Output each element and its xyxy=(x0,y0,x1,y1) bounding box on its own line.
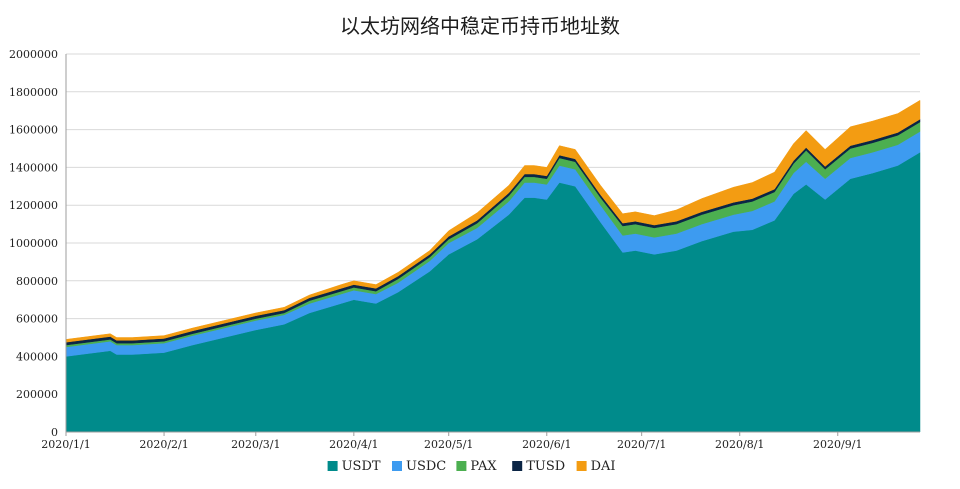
x-tick-label: 2020/6/1 xyxy=(522,438,571,451)
legend-swatch-tusd xyxy=(512,461,523,471)
x-tick-label: 2020/4/1 xyxy=(329,438,378,451)
axes: 0 200000 400000 600000 800000 1000000 1200000 1… xyxy=(9,48,920,451)
x-tick-label: 2020/5/1 xyxy=(424,438,473,451)
y-tick-label: 1400000 xyxy=(9,161,58,174)
x-tick-label: 2020/8/1 xyxy=(715,438,764,451)
legend-label-usdt: USDT xyxy=(342,459,381,474)
legend-swatch-pax xyxy=(456,461,467,471)
y-tick-label: 1600000 xyxy=(9,124,58,137)
y-tick-label: 1200000 xyxy=(9,199,58,212)
stacked-areas xyxy=(65,99,921,433)
legend-label-dai: DAI xyxy=(591,459,616,474)
y-tick-label: 1000000 xyxy=(9,237,58,250)
y-tick-label: 0 xyxy=(51,426,58,439)
x-tick-label: 2020/9/1 xyxy=(813,438,862,451)
legend-swatch-dai xyxy=(576,461,587,471)
x-tick-label: 2020/3/1 xyxy=(231,438,280,451)
area-series-dai xyxy=(65,99,921,343)
x-tick-label: 2020/7/1 xyxy=(617,438,666,451)
y-tick-label: 2000000 xyxy=(9,48,58,61)
legend-label-pax: PAX xyxy=(470,459,497,474)
y-tick-label: 600000 xyxy=(16,313,58,326)
chart-title: 以太坊网络中稳定币持币地址数 xyxy=(340,14,620,38)
legend-label-usdc: USDC xyxy=(406,459,446,474)
legend-swatch-usdt xyxy=(327,461,338,471)
x-tick-label: 2020/1/1 xyxy=(41,438,90,451)
y-tick-label: 200000 xyxy=(16,388,58,401)
y-tick-label: 400000 xyxy=(16,350,58,363)
x-tick-label: 2020/2/1 xyxy=(139,438,188,451)
legend-swatch-usdc xyxy=(392,461,402,471)
legend: USDT USDC PAX TUSD DAI xyxy=(327,459,616,474)
y-tick-label: 800000 xyxy=(16,275,58,288)
legend-label-tusd: TUSD xyxy=(526,459,565,474)
y-tick-label: 1800000 xyxy=(9,86,58,99)
